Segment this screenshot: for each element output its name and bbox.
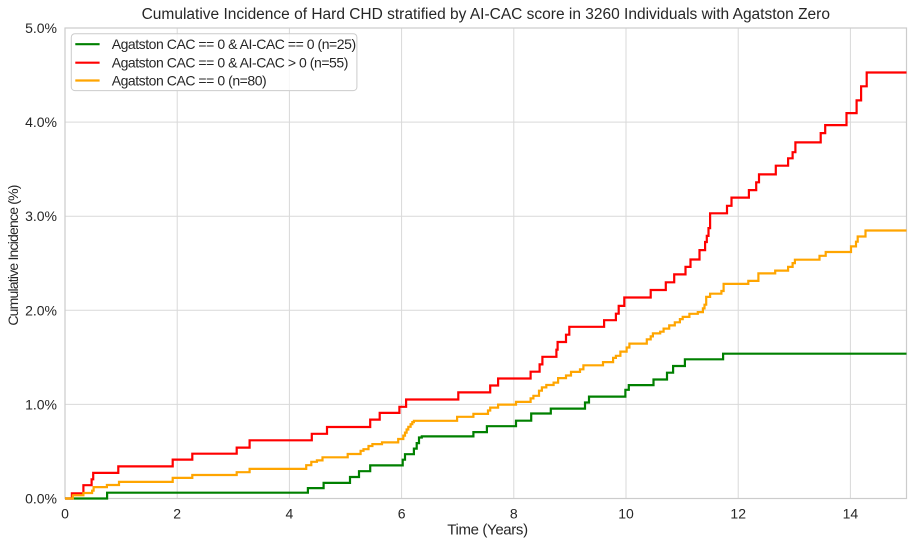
- svg-text:6: 6: [398, 506, 406, 522]
- svg-text:4: 4: [286, 506, 294, 522]
- svg-text:12: 12: [730, 506, 746, 522]
- svg-text:0: 0: [61, 506, 69, 522]
- svg-text:1.0%: 1.0%: [25, 396, 57, 412]
- svg-text:10: 10: [618, 506, 634, 522]
- svg-text:2.0%: 2.0%: [25, 302, 57, 318]
- svg-text:3.0%: 3.0%: [25, 208, 57, 224]
- svg-text:14: 14: [843, 506, 859, 522]
- svg-text:Time (Years): Time (Years): [447, 522, 528, 539]
- svg-text:Cumulative Incidence (%): Cumulative Incidence (%): [5, 185, 21, 325]
- svg-text:4.0%: 4.0%: [25, 114, 57, 130]
- svg-text:5.0%: 5.0%: [25, 20, 57, 36]
- svg-text:Cumulative Incidence of Hard C: Cumulative Incidence of Hard CHD stratif…: [142, 6, 830, 23]
- svg-text:2: 2: [173, 506, 181, 522]
- svg-text:Agatston CAC == 0 & AI-CAC ==: Agatston CAC == 0 & AI-CAC == 0 (n=25): [112, 36, 356, 52]
- svg-text:0.0%: 0.0%: [25, 491, 57, 507]
- svg-text:8: 8: [510, 506, 518, 522]
- svg-text:Agatston CAC == 0 & AI-CAC > 0: Agatston CAC == 0 & AI-CAC > 0 (n=55): [112, 55, 348, 71]
- svg-text:Agatston CAC == 0 (n=80): Agatston CAC == 0 (n=80): [112, 73, 267, 89]
